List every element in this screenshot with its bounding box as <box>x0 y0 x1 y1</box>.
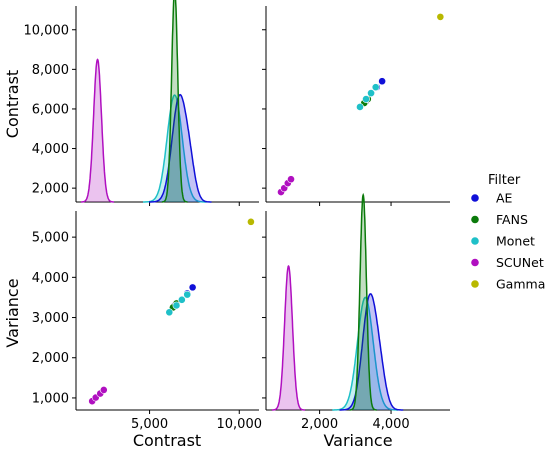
legend-label: SCUNet <box>496 255 544 270</box>
y-tick-label: 8,000 <box>32 63 69 78</box>
y-axis-label-contrast: Contrast <box>3 70 22 138</box>
legend-label: AE <box>496 191 513 206</box>
y-tick-label: 2,000 <box>32 351 69 366</box>
density-fill-fans <box>349 194 377 410</box>
panel-0-0: 2,000 4,000 6,000 8,000 10,000 <box>24 6 259 206</box>
y-tick-label: 5,000 <box>32 231 69 246</box>
y-tick-label: 10,000 <box>24 23 70 38</box>
panel-1-0: 5,000 10,000 1,000 2,000 3,000 4,000 5,000 <box>32 211 262 432</box>
point-monet <box>362 95 370 103</box>
legend-entry-scunet: SCUNet <box>471 255 544 270</box>
density-fill-scunet <box>81 59 115 202</box>
point-monet <box>356 103 364 111</box>
y-axis-label-variance: Variance <box>3 278 22 347</box>
point-monet <box>183 290 192 299</box>
density-fill-ae <box>339 293 404 410</box>
x-tick-label: 5,000 <box>131 417 168 432</box>
density-line-ae <box>339 293 404 411</box>
y-tick-label: 2,000 <box>32 182 69 197</box>
density-line-monet <box>332 296 399 411</box>
point-monet <box>172 301 181 310</box>
point-ae <box>188 283 197 292</box>
legend-entry-gamma: Gamma <box>471 277 545 292</box>
legend-marker <box>471 194 479 202</box>
scatter-variance-vs-contrast <box>277 12 445 197</box>
legend: Filter AE FANS Monet SCUNet Gamma <box>471 173 545 292</box>
density-fill-scunet <box>272 266 305 410</box>
x-tick-label: 4,000 <box>372 417 409 432</box>
density-line-monet <box>143 94 207 203</box>
legend-marker <box>471 237 479 245</box>
point-monet <box>367 89 375 98</box>
y-tick-label: 1,000 <box>32 391 69 406</box>
point-monet <box>165 308 174 317</box>
y-tick-label: 4,000 <box>32 271 69 286</box>
density-group-variance <box>272 192 404 411</box>
legend-marker <box>471 258 479 267</box>
x-tick-label: 10,000 <box>217 417 263 432</box>
point-gamma <box>436 12 445 21</box>
y-tick-label: 6,000 <box>32 102 69 117</box>
point-gamma <box>247 217 255 226</box>
legend-label: Gamma <box>496 277 545 292</box>
legend-marker <box>471 215 479 224</box>
scatter-contrast-vs-variance <box>88 217 255 406</box>
point-scunet <box>287 175 295 184</box>
y-tick-label: 3,000 <box>32 311 69 326</box>
panel-1-1: 2,000 4,000 <box>262 211 450 432</box>
x-tick-label: 2,000 <box>301 417 338 432</box>
legend-label: FANS <box>496 212 528 227</box>
legend-entry-ae: AE <box>471 191 513 206</box>
panel-0-1 <box>262 6 450 206</box>
density-line-ae <box>149 93 212 203</box>
density-fill-fans <box>161 0 188 202</box>
x-axis-label-contrast: Contrast <box>133 431 201 450</box>
density-line-scunet <box>81 58 115 203</box>
legend-entry-monet: Monet <box>471 234 535 249</box>
legend-title: Filter <box>488 173 521 188</box>
density-line-fans <box>161 0 188 203</box>
legend-marker <box>471 280 479 288</box>
density-group-contrast <box>81 0 212 203</box>
legend-entry-fans: FANS <box>471 212 528 227</box>
density-line-fans <box>349 192 377 411</box>
density-fill-monet <box>143 95 207 202</box>
point-monet <box>371 83 380 92</box>
x-axis-label-variance: Variance <box>323 431 392 450</box>
point-monet <box>177 295 186 304</box>
point-ae <box>378 77 387 86</box>
density-line-scunet <box>272 265 305 411</box>
legend-label: Monet <box>496 234 535 249</box>
point-scunet <box>99 385 108 394</box>
density-fill-monet <box>332 297 399 410</box>
y-tick-label: 4,000 <box>32 142 69 157</box>
